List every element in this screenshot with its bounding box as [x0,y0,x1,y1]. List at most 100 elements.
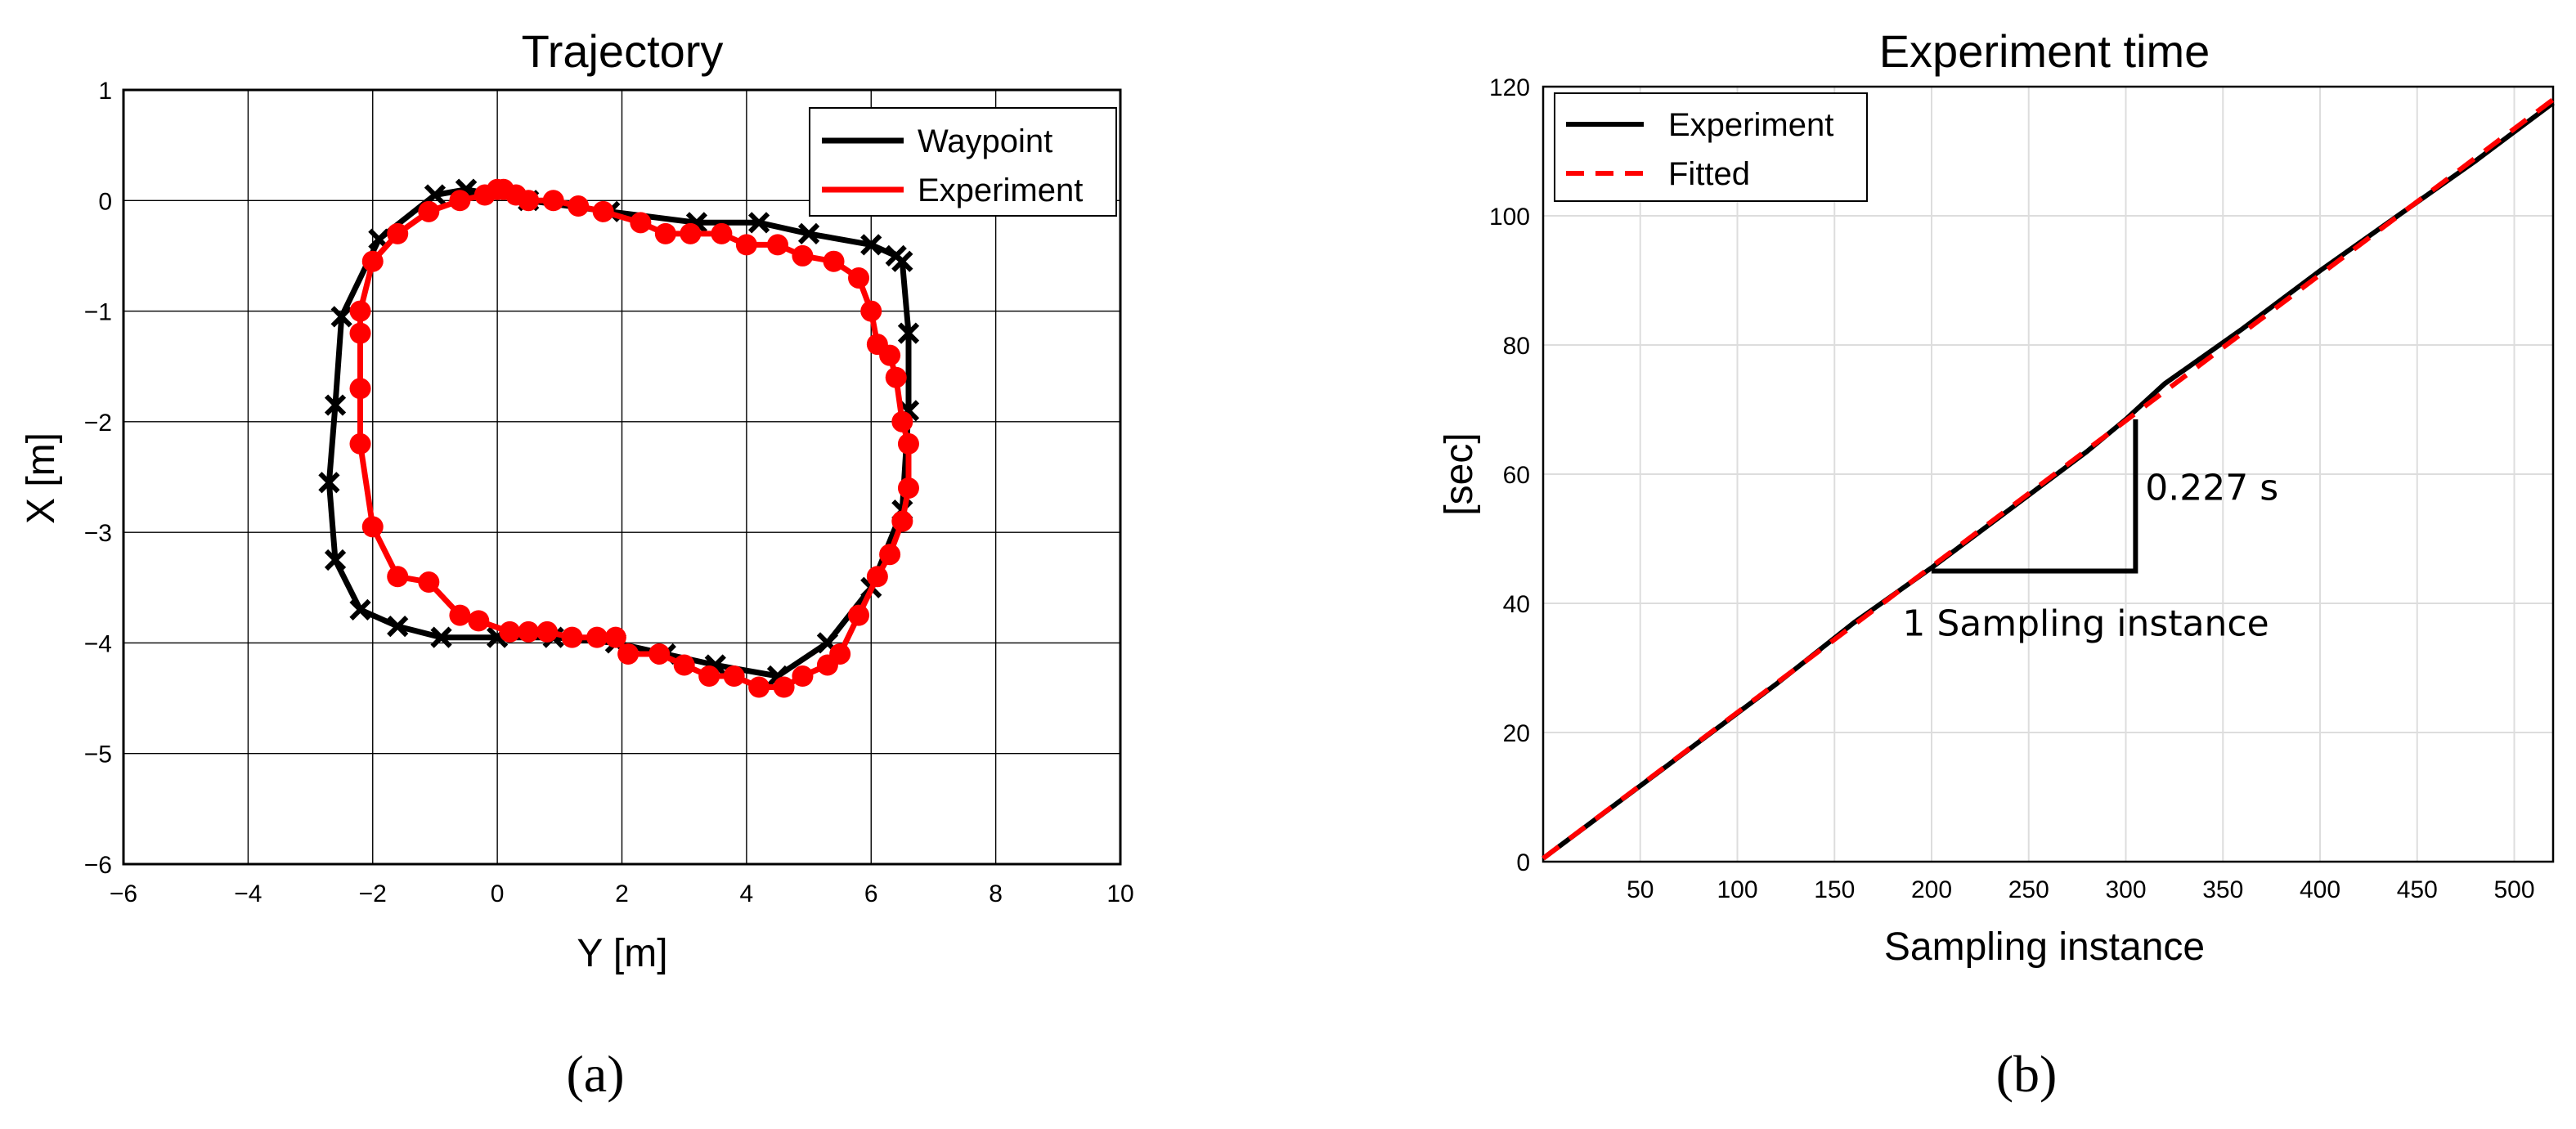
legend-fitted-label: Fitted [1668,156,1750,192]
experiment-marker [449,190,471,212]
experiment-marker [604,626,626,648]
experiment-marker [542,190,564,212]
y-tick-label: 40 [1503,591,1530,618]
trajectory-chart: Trajectory Y [m] X [m] −6 −4 −2 0 2 4 6 8 10 10−… [20,25,1134,1103]
experiment-marker [897,432,919,455]
x-tick-label: 100 [1717,876,1757,903]
y-tick-label: 0 [1516,849,1530,876]
experiment-marker [648,643,671,665]
experiment-marker [654,222,676,244]
x-tick-label: 6 [864,880,878,907]
experiment-path [357,186,912,690]
experiment-marker [698,665,720,688]
x-tick-label: 300 [2105,876,2146,903]
chart-a-title: Trajectory [522,25,724,77]
chart-a-series [318,178,920,698]
waypoint-marker [318,472,340,494]
x-tick-label: 2 [615,880,629,907]
y-tick-label: 1 [98,78,112,105]
chart-a-ylabel: X [m] [20,432,63,524]
waypoint-marker [797,222,820,244]
fitted-line [1542,97,2555,861]
x-tick-label: 0 [491,880,505,907]
experiment-marker [792,244,814,267]
plot-area-border [1542,85,2555,863]
chart-a-xlabel: Y [m] [577,932,667,975]
legend-experiment-label: Experiment [918,172,1083,208]
waypoint-marker [324,549,347,571]
y-tick-label: −6 [84,852,112,879]
x-tick-label: −2 [359,880,387,907]
experiment-marker [673,654,695,676]
waypoint-path [325,186,912,679]
experiment-marker [630,212,652,234]
experiment-marker [518,190,540,212]
experiment-marker [680,222,702,244]
experiment-marker [568,195,590,217]
legend-waypoint-label: Waypoint [918,123,1052,159]
x-tick-label: 450 [2397,876,2438,903]
chart-b-title: Experiment time [1879,25,2210,77]
chart-b-legend: Experiment Fitted [1554,92,1868,202]
y-tick-label: −4 [84,630,112,657]
experiment-marker [897,477,919,500]
experiment-marker [735,234,757,256]
x-tick-label: 8 [989,880,1003,907]
waypoint-marker [387,616,409,638]
y-tick-label: 80 [1503,333,1530,360]
waypoint-marker [860,234,882,256]
chart-b-y-ticks: 0 20 40 60 80 100 120 [1489,74,1530,876]
experiment-marker [816,654,838,676]
experiment-marker [748,676,770,698]
waypoint-marker [885,244,907,267]
experiment-marker [387,222,409,244]
chart-b-frame [1542,85,2555,863]
experiment-marker [848,267,870,289]
experiment-marker [885,366,907,388]
x-tick-label: 350 [2202,876,2243,903]
experiment-marker [848,604,870,626]
chart-b-annotations: 0.227 s 1 Sampling instance [1902,419,2278,645]
experiment-marker [349,322,371,344]
chart-b-x-ticks: 50 100 150 200 250 300 350 400 450 500 [1627,876,2534,903]
experiment-marker [823,250,845,272]
x-tick-label: 10 [1106,880,1133,907]
y-tick-label: 120 [1489,74,1530,101]
y-tick-label: −2 [84,410,112,437]
x-tick-label: 200 [1911,876,1952,903]
y-tick-label: 100 [1489,204,1530,231]
experiment-marker [418,571,440,594]
experiment-marker [518,621,540,643]
x-tick-label: −4 [234,880,262,907]
chart-a-x-ticks: −6 −4 −2 0 2 4 6 8 10 [110,880,1134,907]
panel-label-a: (a) [566,1045,624,1103]
legend-box-b [1554,92,1868,202]
experiment-marker [891,510,913,532]
y-tick-label: −5 [84,741,112,768]
x-tick-label: 400 [2300,876,2340,903]
y-tick-label: −3 [84,520,112,547]
experiment-marker [536,621,559,643]
experiment-marker [449,604,471,626]
experiment-marker [349,432,371,455]
experiment-marker [723,665,745,688]
experiment-marker [561,626,583,648]
experiment-marker [592,200,614,222]
experiment-marker [879,344,901,366]
experiment-marker [766,234,788,256]
y-tick-label: 20 [1503,720,1530,747]
y-tick-label: 60 [1503,462,1530,489]
chart-a-legend: Waypoint Experiment [809,107,1117,217]
waypoint-marker [897,322,920,344]
experiment-marker [418,200,440,222]
x-tick-label: 4 [740,880,754,907]
y-tick-label: −1 [84,299,112,326]
waypoint-marker [430,626,452,648]
experiment-line [1542,101,2555,861]
x-tick-label: 250 [2008,876,2049,903]
experiment-marker [499,621,521,643]
experiment-marker [361,516,384,538]
experiment-marker [773,676,795,698]
chart-a-frame [122,88,1122,866]
